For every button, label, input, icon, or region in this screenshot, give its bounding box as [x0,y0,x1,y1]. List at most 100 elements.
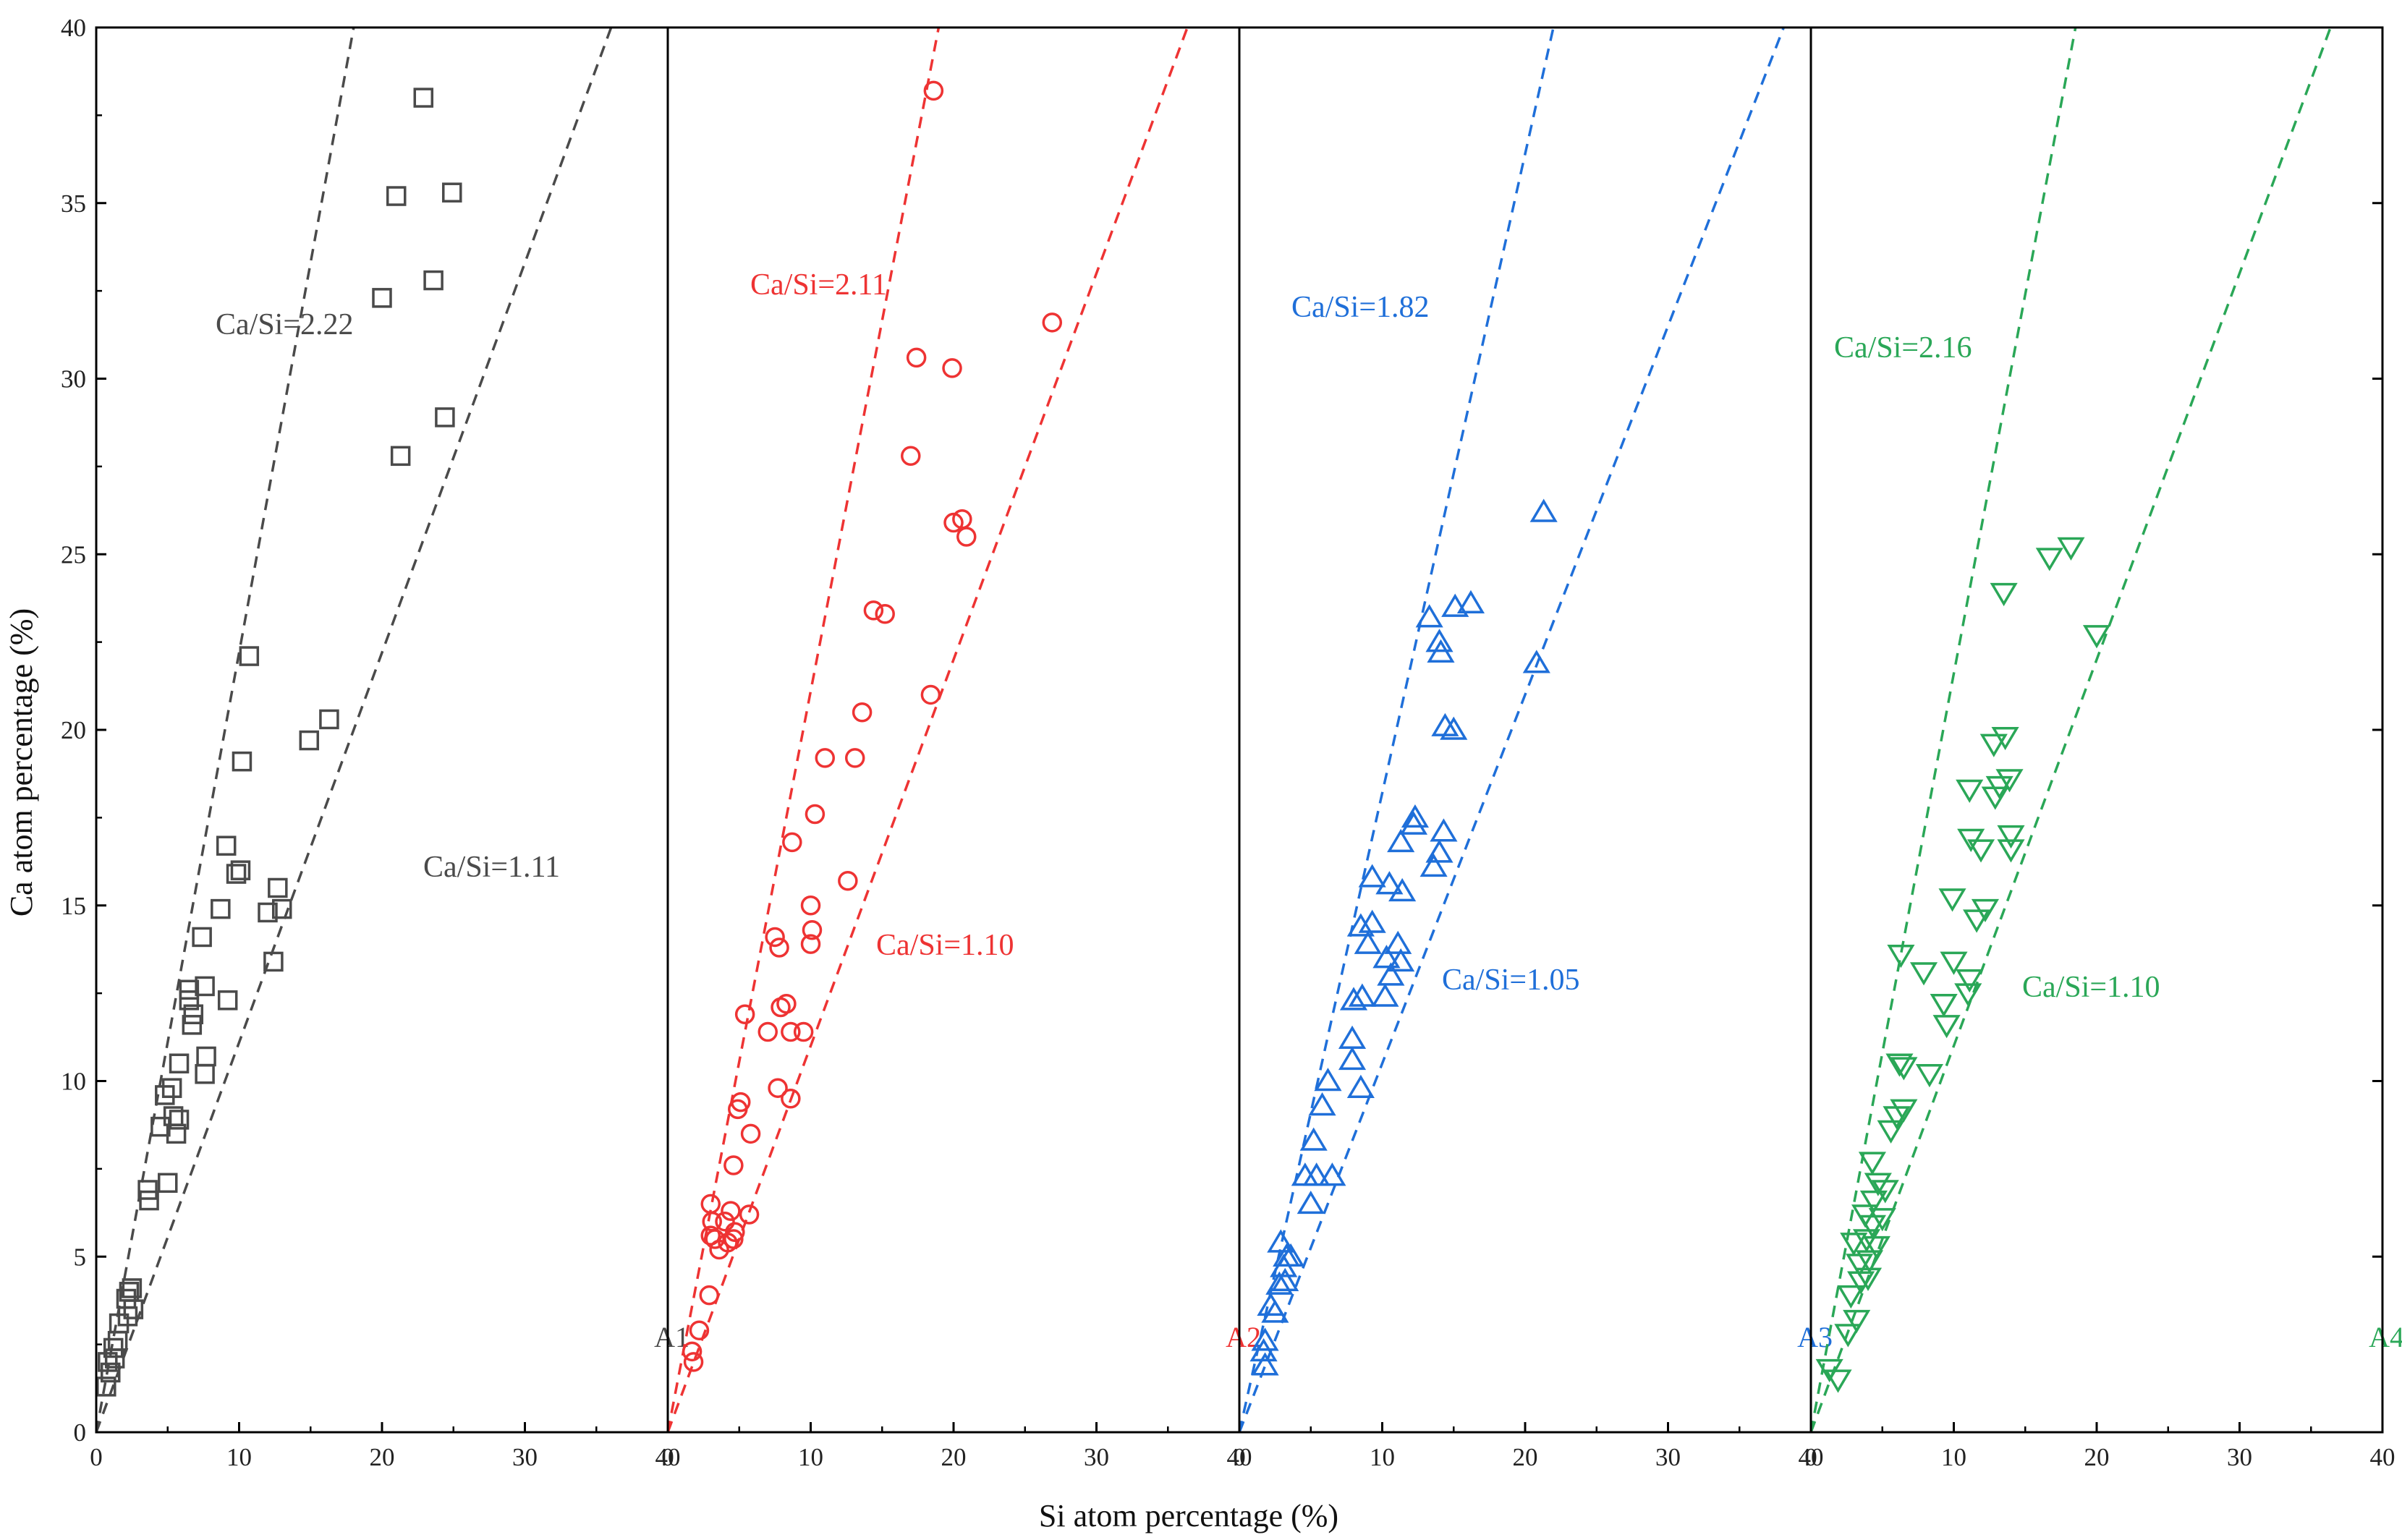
data-point [1997,825,2025,849]
data-point [161,1078,182,1098]
data-point [1522,650,1550,673]
data-point [163,1106,184,1126]
data-point [1864,1173,1892,1196]
data-point [1425,839,1453,863]
data-point [1997,839,2025,863]
data-point [1419,853,1448,877]
x-tick-label: 0 [90,1443,103,1471]
data-point [230,860,251,880]
data-point [1399,811,1428,835]
data-point [2035,548,2063,571]
data-point [101,1362,121,1383]
data-point [169,1053,190,1073]
data-point [1909,962,1938,986]
data-point [1431,712,1459,736]
data-point [1441,593,1469,617]
data-point [1877,1120,1905,1144]
data-point [1042,312,1063,333]
data-point [768,1078,788,1098]
data-point [1834,1324,1862,1348]
data-point [1338,1025,1367,1049]
data-point [1314,1068,1342,1092]
data-point [1938,888,1966,912]
data-point [1956,969,1984,993]
data-point [721,1201,741,1221]
data-point [699,1285,720,1306]
data-point [942,358,962,378]
ratio-annotation: Ca/Si=1.10 [876,929,1014,962]
data-point [1251,1352,1279,1376]
data-point [1868,1208,1896,1232]
fit-lines [668,27,1189,1432]
data-point [1339,987,1368,1011]
data-point [689,1320,710,1340]
data-point [805,804,826,825]
y-tick-label: 20 [61,716,86,744]
data-point [1358,864,1386,888]
data-point [1251,1327,1279,1351]
x-tick-label: 20 [2084,1443,2110,1471]
data-point [1375,871,1404,895]
data-point [943,512,964,533]
data-point [390,446,411,467]
data-point [1890,1057,1918,1081]
x-tick-label: 40 [1227,1443,1252,1471]
data-point [725,1222,745,1243]
data-point [1963,909,1991,933]
data-point [1954,983,1982,1007]
data-point [956,527,977,547]
x-tick-label: 40 [1799,1443,1824,1471]
series-a4 [1815,537,2111,1393]
data-point [182,1015,203,1035]
data-point [1318,1162,1346,1186]
data-point [1308,1092,1336,1116]
data-point [386,186,407,206]
data-point [1915,1064,1943,1088]
x-tick-label: 20 [370,1443,395,1471]
data-point [1990,582,2018,607]
x-tick-label: 10 [798,1443,823,1471]
data-point [169,1110,190,1130]
data-point [906,347,927,368]
data-point [96,1377,116,1397]
data-point [1430,818,1458,842]
data-point [920,684,941,705]
x-tick-label: 30 [1655,1443,1681,1471]
data-point [2057,537,2085,561]
data-point [435,407,455,427]
data-point [1824,1369,1852,1393]
data-point [1855,1250,1884,1274]
data-point [319,709,339,730]
data-point [98,1352,118,1372]
data-point [700,1194,721,1214]
data-point [423,270,444,291]
data-point [682,1341,703,1362]
data-point [216,835,237,856]
data-point [740,1123,761,1144]
data-point [1843,1309,1871,1334]
data-point [723,1155,744,1175]
data-point [782,832,802,853]
data-point [723,1229,744,1249]
x-tick-label: 20 [941,1443,967,1471]
data-point [734,1004,755,1025]
data-point [781,1021,801,1042]
data-point [217,990,238,1011]
series-a3 [1249,498,1558,1376]
data-point [103,1337,124,1358]
fit-lines [1239,27,1786,1432]
data-point [195,976,215,997]
data-point [1358,909,1386,933]
data-point [1261,1299,1289,1323]
series-a2 [682,80,1063,1372]
data-point [1837,1285,1865,1309]
fit-line-lower [1811,27,2333,1432]
data-point [1971,898,2000,923]
series-a1 [96,88,462,1397]
data-point [1956,779,1984,803]
data-point [800,934,821,954]
ratio-annotation: Ca/Si=2.11 [750,268,887,302]
